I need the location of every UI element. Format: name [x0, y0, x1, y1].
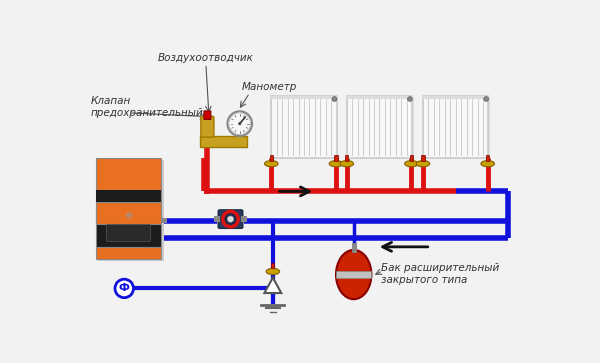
Bar [349, 97, 414, 159]
FancyBboxPatch shape [200, 136, 247, 147]
Bar [96, 202, 161, 224]
FancyBboxPatch shape [345, 155, 349, 160]
Circle shape [332, 97, 337, 101]
FancyBboxPatch shape [218, 210, 243, 228]
Circle shape [115, 279, 133, 298]
Text: Ф: Ф [119, 284, 130, 293]
Polygon shape [265, 278, 281, 293]
Circle shape [229, 113, 251, 134]
Bar [241, 216, 247, 222]
Bar [273, 97, 338, 159]
Bar [347, 96, 412, 158]
Text: Клапан
предохранительный: Клапан предохранительный [91, 96, 203, 118]
Ellipse shape [404, 160, 418, 167]
FancyBboxPatch shape [421, 155, 425, 160]
Bar [423, 96, 488, 158]
Bar [347, 96, 412, 99]
FancyBboxPatch shape [410, 155, 413, 160]
FancyBboxPatch shape [270, 155, 273, 160]
Bar [336, 272, 371, 278]
Text: Манометр: Манометр [242, 82, 298, 92]
Bar [98, 160, 164, 261]
Circle shape [238, 122, 241, 125]
Text: ⊕: ⊕ [124, 211, 132, 221]
Circle shape [223, 211, 238, 227]
FancyBboxPatch shape [201, 116, 214, 137]
FancyBboxPatch shape [486, 155, 489, 160]
Bar [96, 158, 161, 190]
Ellipse shape [266, 268, 280, 274]
FancyBboxPatch shape [271, 263, 274, 268]
Bar [161, 219, 167, 223]
Bar [271, 96, 337, 158]
Ellipse shape [416, 160, 430, 167]
Bar [214, 216, 220, 222]
Bar [96, 190, 161, 247]
Ellipse shape [336, 250, 371, 299]
Bar [96, 190, 161, 202]
Circle shape [484, 97, 488, 101]
FancyBboxPatch shape [204, 111, 211, 119]
Text: Воздухоотводчик: Воздухоотводчик [158, 53, 254, 63]
Circle shape [407, 97, 412, 101]
Circle shape [227, 216, 233, 222]
Ellipse shape [265, 160, 278, 167]
Ellipse shape [329, 160, 343, 167]
Circle shape [227, 111, 252, 136]
FancyBboxPatch shape [334, 155, 338, 160]
Ellipse shape [481, 160, 494, 167]
Bar [271, 96, 337, 99]
Bar [96, 247, 161, 259]
Text: Бак расширительный
закрытого типа: Бак расширительный закрытого типа [380, 263, 499, 285]
FancyBboxPatch shape [107, 224, 151, 241]
Bar [423, 96, 488, 99]
Ellipse shape [340, 160, 353, 167]
Bar [425, 97, 490, 159]
